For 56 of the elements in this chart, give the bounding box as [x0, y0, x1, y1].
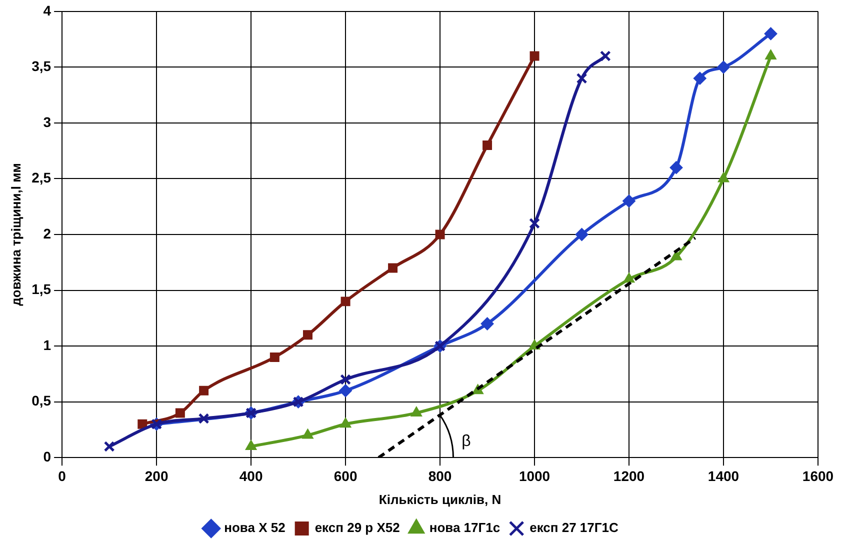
point — [575, 228, 588, 241]
point — [765, 50, 776, 60]
y-tick-label: 2 — [43, 225, 52, 242]
annotation: β — [462, 433, 471, 450]
point — [600, 50, 611, 62]
y-tick-label: 1 — [43, 336, 52, 353]
x-tick-label: 1200 — [613, 468, 645, 484]
point — [175, 408, 185, 418]
x-tick-label: 200 — [144, 468, 168, 484]
x-axis-title: Кількість циклів, N — [378, 492, 502, 507]
point — [718, 172, 730, 182]
y-tick-label: 4 — [43, 2, 52, 18]
point — [480, 317, 494, 330]
point — [199, 386, 209, 396]
point — [435, 230, 445, 240]
point — [245, 440, 257, 450]
y-tick-label: 2,5 — [32, 170, 52, 186]
point — [530, 51, 540, 61]
point — [670, 161, 683, 174]
point — [388, 263, 398, 273]
y-axis-title: довжина тріщини,l мм — [8, 163, 24, 306]
legend-label: нова X 52 — [224, 520, 286, 536]
x-tick-label: 0 — [58, 468, 66, 484]
point — [302, 428, 314, 439]
point — [717, 60, 730, 74]
point — [340, 374, 352, 386]
point — [529, 218, 540, 229]
y-tick-label: 1,5 — [32, 281, 52, 298]
point — [270, 352, 280, 362]
x-tick-label: 400 — [239, 468, 263, 484]
point — [303, 330, 312, 340]
point — [623, 272, 635, 283]
legend-label: нова 17Г1с — [429, 520, 500, 536]
point — [339, 384, 352, 398]
y-tick-label: 0 — [43, 448, 52, 464]
legend-label: експ 29 р X52 — [314, 520, 400, 536]
x-tick-label: 600 — [334, 468, 358, 484]
legend-label: експ 27 17Г1С — [530, 520, 619, 536]
y-tick-label: 3 — [43, 114, 52, 130]
point — [340, 418, 352, 428]
point — [670, 250, 682, 260]
y-tick-label: 0,5 — [32, 392, 52, 409]
point — [622, 194, 636, 208]
point — [693, 72, 706, 85]
x-tick-label: 1600 — [802, 468, 834, 484]
x-tick-label: 800 — [428, 468, 452, 484]
point — [104, 440, 115, 452]
x-tick-label: 1400 — [708, 468, 740, 484]
point — [410, 406, 422, 416]
point — [340, 296, 350, 306]
point — [198, 413, 210, 424]
point — [576, 72, 588, 84]
y-tick-label: 3,5 — [32, 58, 52, 74]
x-tick-label: 1000 — [518, 468, 550, 484]
point — [482, 140, 492, 150]
point — [764, 27, 778, 40]
